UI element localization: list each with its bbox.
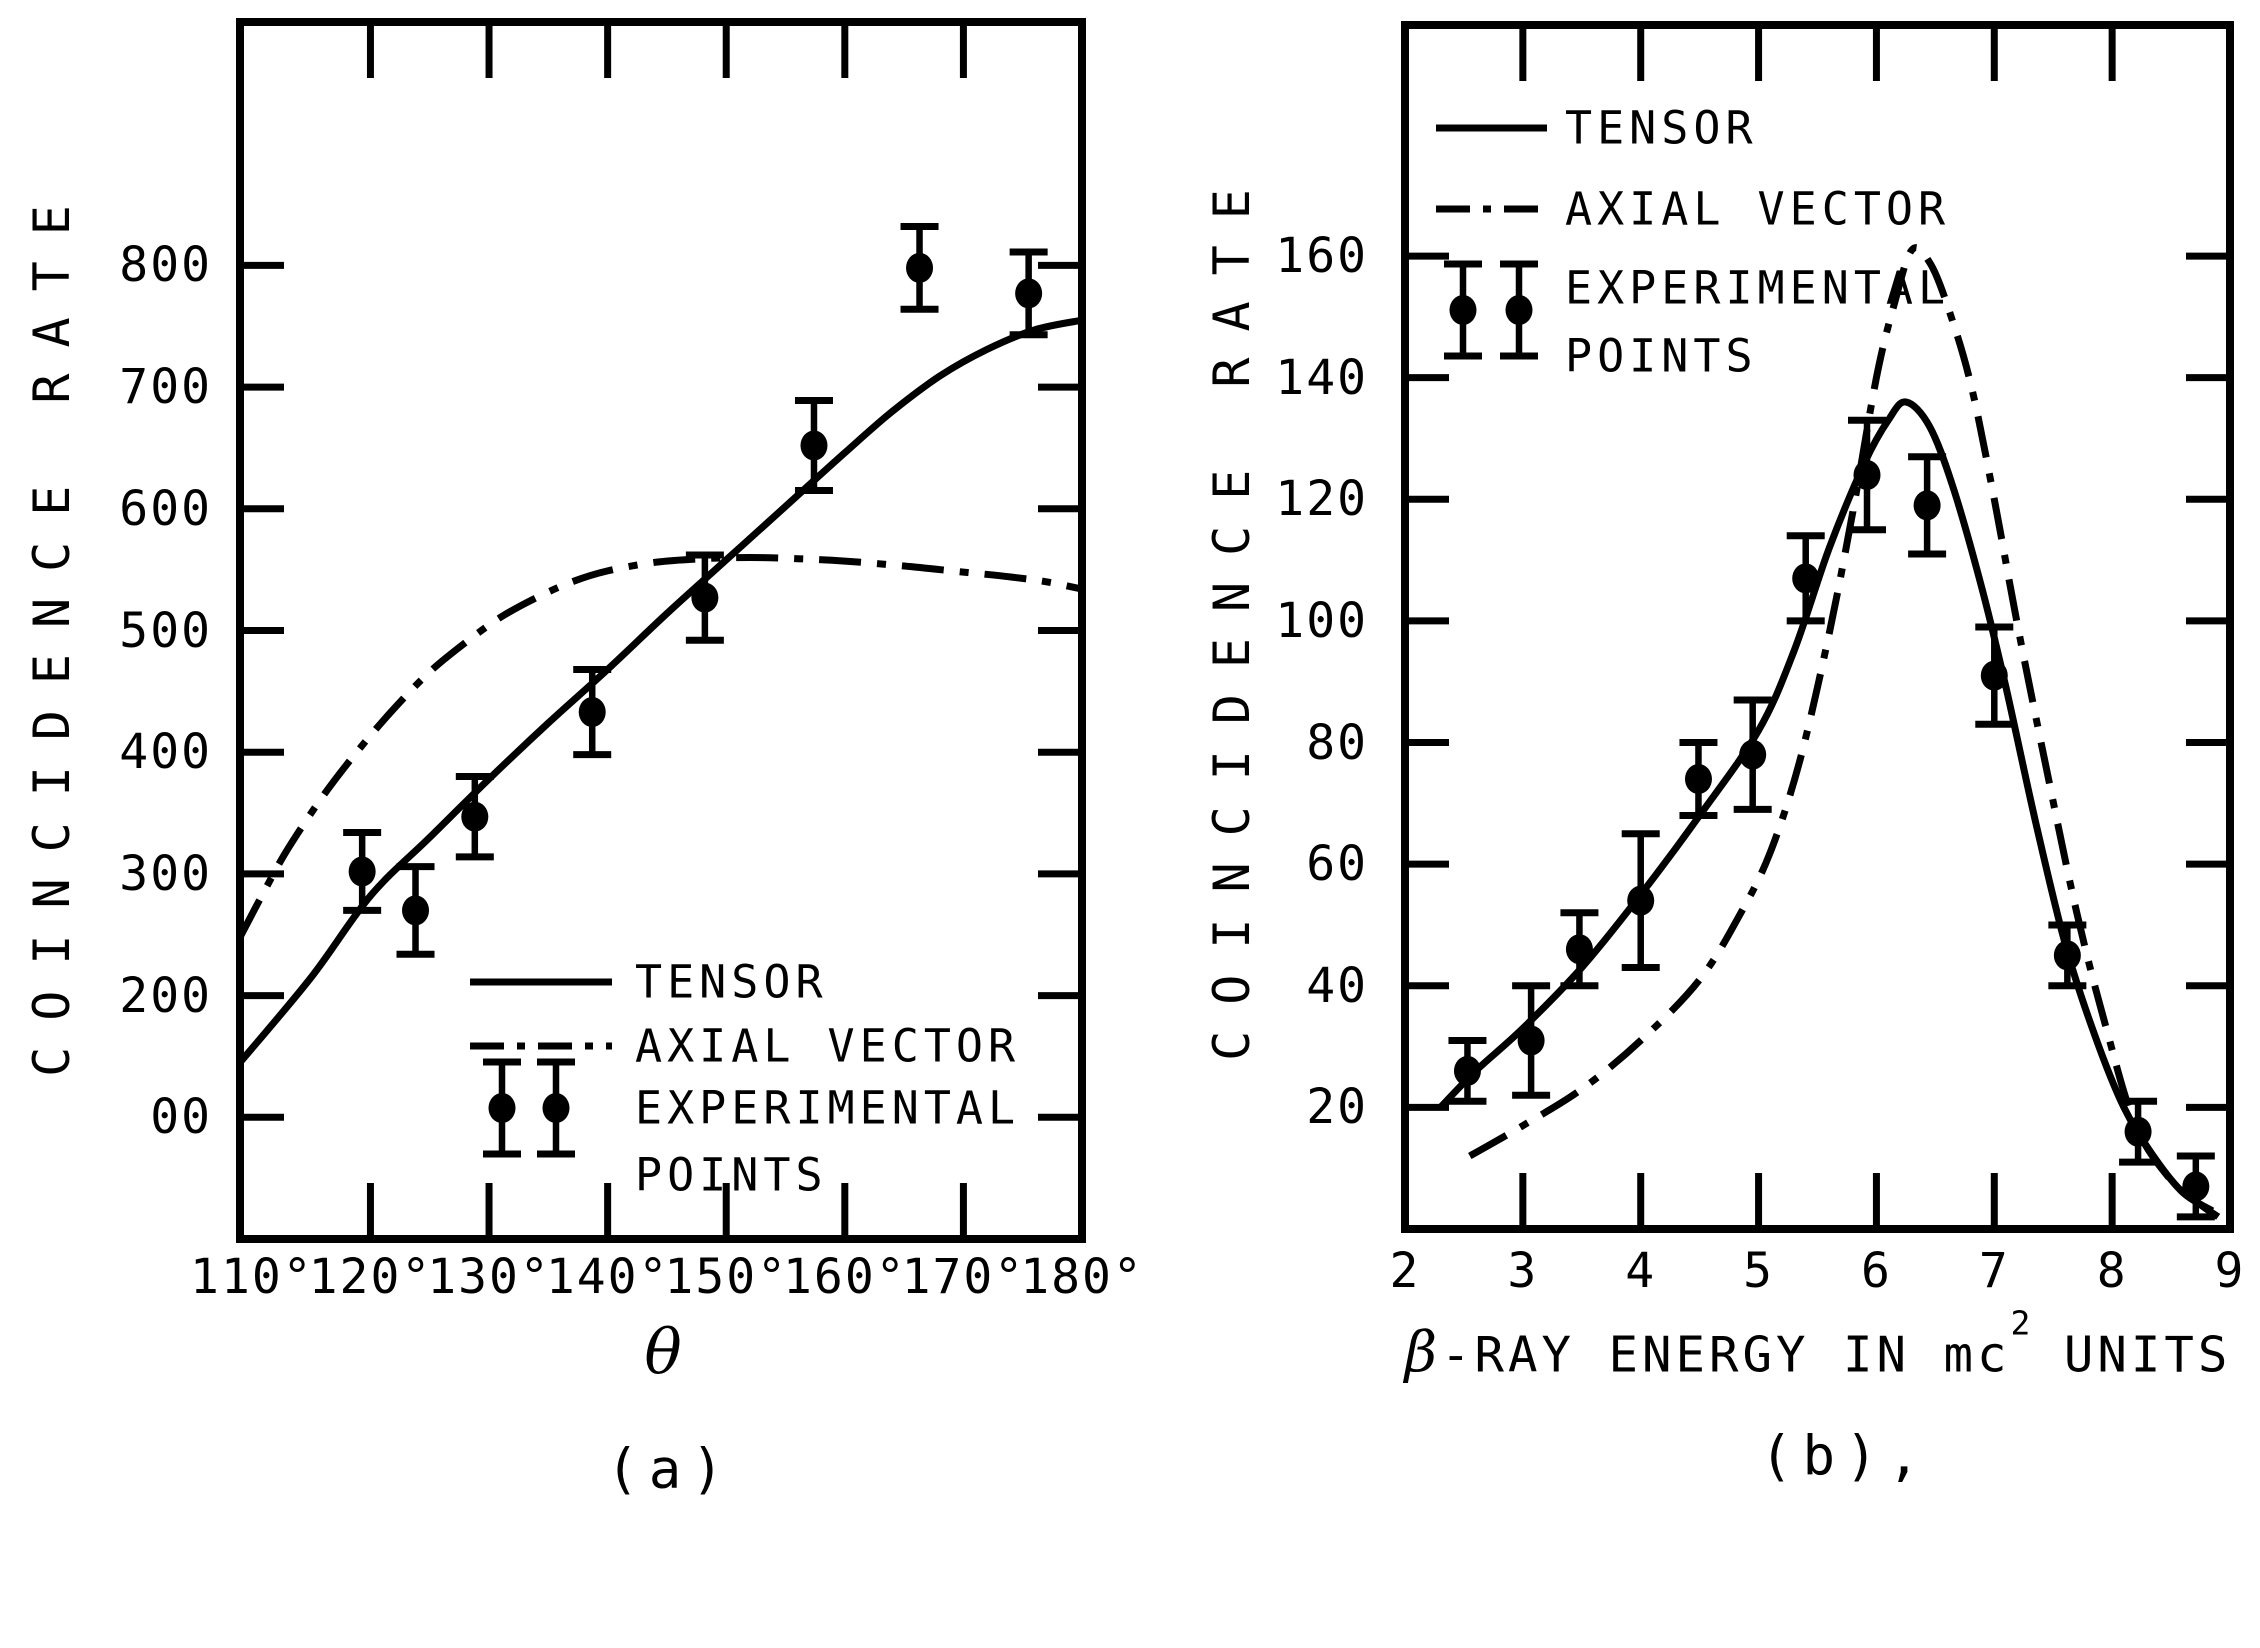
experimental-point-a-dot bbox=[578, 697, 606, 728]
x-axis-title-panel-a: θ bbox=[644, 1315, 682, 1389]
x-tick-label-b: 9 bbox=[2214, 1243, 2246, 1299]
legend-experimental-marker-b-dot bbox=[1505, 295, 1533, 325]
y-tick-label-b: 140 bbox=[1275, 349, 1368, 406]
x-tick-label-a: 110° bbox=[190, 1249, 314, 1305]
x-axis-title-panel-b: β-RAY ENERGY IN mc2 UNITS bbox=[1404, 1303, 2232, 1386]
x-tick-label-b: 4 bbox=[1625, 1243, 1657, 1299]
x-tick-label-b: 8 bbox=[2096, 1243, 2128, 1299]
experimental-point-b-dot bbox=[1913, 490, 1941, 521]
x-tick-label-a: 170° bbox=[901, 1249, 1026, 1305]
experimental-point-a-dot bbox=[402, 895, 430, 926]
y-tick-label-a: 00 bbox=[150, 1089, 212, 1146]
y-tick-label-b: 160 bbox=[1275, 228, 1368, 285]
x-axis-title-panel-b-text: -RAY ENERGY IN mc bbox=[1440, 1326, 2011, 1384]
experimental-point-b-dot bbox=[2124, 1116, 2152, 1147]
tensor-curve-a bbox=[237, 316, 1083, 1065]
experimental-point-b-dot bbox=[1684, 764, 1712, 795]
x-tick-label-a: 140° bbox=[545, 1249, 670, 1305]
experimental-point-b-dot bbox=[1565, 934, 1593, 965]
experimental-point-a-dot bbox=[461, 801, 489, 832]
mc-squared-exponent: 2 bbox=[2010, 1303, 2031, 1343]
x-tick-label-a: 130° bbox=[427, 1249, 551, 1305]
x-tick-label-a: 160° bbox=[783, 1249, 907, 1305]
x-tick-label-a: 120° bbox=[308, 1249, 433, 1305]
axial-vector-curve-a bbox=[236, 553, 1083, 939]
experimental-point-a-dot bbox=[906, 252, 934, 283]
experimental-point-b-dot bbox=[2182, 1171, 2210, 1202]
legend-label-tensor-b: TENSOR bbox=[1565, 101, 1758, 155]
beta-symbol: β bbox=[1404, 1320, 1441, 1386]
legend-label-axial-vector-a: AXIAL VECTOR bbox=[635, 1019, 1021, 1073]
x-tick-label-b: 7 bbox=[1978, 1243, 2010, 1299]
legend-label-axial-vector-b: AXIAL VECTOR bbox=[1565, 182, 1951, 236]
y-tick-label-b: 20 bbox=[1306, 1079, 1368, 1136]
legend-label-experimental-a: EXPERIMENTAL bbox=[635, 1081, 1021, 1135]
y-tick-label-a: 400 bbox=[119, 724, 212, 781]
y-tick-label-a: 800 bbox=[119, 237, 212, 294]
y-tick-label-a: 300 bbox=[119, 845, 212, 902]
y-tick-label-b: 40 bbox=[1306, 957, 1368, 1014]
y-tick-label-b: 60 bbox=[1306, 836, 1368, 893]
legend-experimental-marker-a-dot bbox=[542, 1093, 570, 1123]
experimental-point-b-dot bbox=[1792, 563, 1820, 594]
y-tick-label-a: 600 bbox=[119, 480, 212, 537]
legend-label-experimental-b: EXPERIMENTAL bbox=[1565, 261, 1951, 315]
y-tick-label-a: 700 bbox=[119, 359, 212, 416]
plot-frame-b bbox=[1401, 21, 2234, 1233]
legend-experimental-marker-b-dot bbox=[1449, 295, 1477, 325]
panel-b-caption: (b), bbox=[1759, 1424, 1931, 1488]
x-tick-label-b: 2 bbox=[1389, 1243, 1421, 1299]
experimental-point-b-dot bbox=[2053, 940, 2081, 971]
experimental-point-b-dot bbox=[1739, 739, 1767, 770]
x-tick-label-b: 3 bbox=[1507, 1243, 1539, 1299]
x-tick-label-a: 150° bbox=[664, 1249, 789, 1305]
axial-vector-curve-b bbox=[1468, 244, 2221, 1220]
legend-label-points-a: POINTS bbox=[635, 1148, 828, 1202]
y-tick-label-b: 80 bbox=[1306, 714, 1368, 771]
x-tick-label-b: 6 bbox=[1860, 1243, 1892, 1299]
y-axis-title-panel-a: COINCIDENCE RATE bbox=[23, 179, 81, 1077]
experimental-point-a-dot bbox=[348, 856, 376, 887]
legend-label-tensor-a: TENSOR bbox=[635, 955, 828, 1009]
x-tick-label-a: 180° bbox=[1020, 1249, 1144, 1305]
panel-a-caption: (a) bbox=[606, 1437, 734, 1501]
x-tick-label-b: 5 bbox=[1743, 1243, 1775, 1299]
experimental-point-b-dot bbox=[1853, 459, 1881, 490]
experimental-point-b-dot bbox=[1980, 660, 2008, 691]
y-tick-label-a: 200 bbox=[119, 967, 212, 1024]
tensor-curve-b bbox=[1437, 398, 2215, 1214]
experimental-point-a-dot bbox=[1015, 278, 1043, 309]
experimental-point-a-dot bbox=[691, 582, 719, 613]
y-tick-label-a: 500 bbox=[119, 602, 212, 659]
legend-experimental-marker-a-dot bbox=[488, 1093, 516, 1123]
experimental-point-b-dot bbox=[1517, 1025, 1545, 1056]
y-tick-label-b: 120 bbox=[1275, 471, 1368, 528]
y-axis-title-panel-b: COINCIDENCE RATE bbox=[1203, 163, 1261, 1061]
x-axis-title-panel-b-units: UNITS bbox=[2030, 1326, 2232, 1384]
experimental-point-b-dot bbox=[1627, 885, 1655, 916]
legend-label-points-b: POINTS bbox=[1565, 329, 1758, 383]
experimental-point-b-dot bbox=[1453, 1055, 1481, 1086]
experimental-point-a-dot bbox=[800, 430, 828, 461]
y-tick-label-b: 100 bbox=[1275, 592, 1368, 649]
